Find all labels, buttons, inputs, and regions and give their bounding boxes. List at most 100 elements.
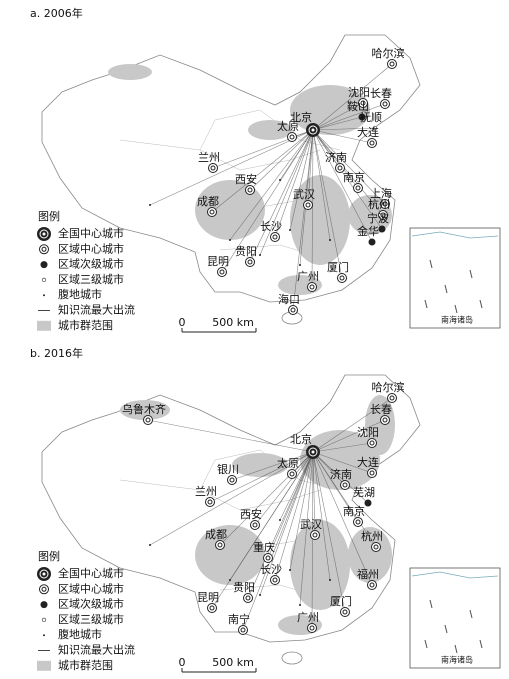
knowledge-flow [259, 451, 314, 596]
city-group [120, 400, 170, 420]
city-label: 长春 [370, 403, 392, 416]
city-label: 济南 [325, 150, 347, 164]
city-label: 沈阳 [348, 85, 370, 99]
city-label: 昆明 [197, 591, 219, 604]
city-label: 银川 [217, 462, 239, 476]
city-label: 重庆 [253, 540, 275, 554]
inset-island [444, 284, 448, 294]
legend-label: 全国中心城市 [58, 566, 124, 580]
legend-label: 区域次级城市 [58, 597, 124, 611]
legend-label: 区域中心城市 [58, 241, 124, 255]
city-group [195, 180, 265, 240]
knowledge-flow [259, 129, 314, 256]
city-marker [308, 125, 318, 135]
city-marker [339, 275, 345, 281]
city-marker [367, 580, 377, 590]
legend-symbol [42, 232, 46, 236]
city-label: 贵阳 [235, 245, 257, 258]
city-marker [307, 623, 317, 633]
city-marker [247, 259, 253, 265]
city-label: 西安 [240, 507, 262, 521]
knowledge-flow [312, 63, 393, 131]
knowledge-flow [312, 442, 373, 453]
city-marker [309, 284, 315, 290]
city-label: 长沙 [260, 563, 282, 576]
inset-island [424, 299, 428, 309]
knowledge-flow [254, 451, 314, 526]
city-marker [353, 517, 363, 527]
knowledge-flow [312, 129, 359, 189]
legend-symbol [43, 634, 45, 637]
knowledge-flow [312, 451, 369, 504]
legend-label: 区域中心城市 [58, 581, 124, 595]
inset-coast [411, 231, 499, 239]
city-group [290, 520, 350, 610]
scale-label: 500 km [212, 316, 254, 329]
city-marker [378, 210, 388, 220]
city-marker [247, 187, 253, 193]
hinterland-city [259, 254, 261, 256]
city-label: 哈尔滨 [372, 380, 405, 394]
city-label: 昆明 [207, 255, 229, 268]
city-label: 成都 [197, 195, 219, 208]
city-label: 鞍山 [347, 99, 369, 113]
legend-label: 腹地城市 [58, 627, 102, 641]
legend-symbol [41, 246, 47, 252]
scale-zero: 0 [179, 656, 186, 669]
legend-symbol [39, 244, 49, 255]
city-label: 成都 [205, 528, 227, 541]
city-label: 兰州 [195, 485, 217, 498]
knowledge-flow [311, 129, 314, 288]
legend-symbol [43, 294, 45, 297]
legend-label: 知识流最大出流 [58, 643, 135, 657]
hinterland-city [279, 179, 281, 181]
city-marker [307, 282, 317, 292]
city-marker [245, 595, 251, 601]
legend-title: 图例 [38, 209, 60, 223]
knowledge-flow [312, 397, 393, 453]
inset-island [454, 304, 458, 314]
city-marker [250, 520, 260, 530]
legend-label: 区域三级城市 [58, 272, 124, 286]
knowledge-flow [279, 129, 314, 181]
city-marker [380, 99, 390, 109]
inset-coast [411, 571, 499, 579]
city-marker [245, 185, 255, 195]
knowledge-flow [274, 451, 314, 581]
city-marker [207, 499, 213, 505]
city-marker [205, 497, 215, 507]
city-marker [369, 470, 375, 476]
knowledge-flow [267, 451, 314, 559]
knowledge-flow [312, 419, 386, 453]
city-label: 济南 [330, 467, 352, 481]
city-marker [371, 542, 381, 552]
city-label: 北京 [290, 110, 312, 124]
knowledge-flow [149, 129, 314, 206]
city-marker [289, 471, 295, 477]
city-label: 宁波 [367, 211, 389, 225]
knowledge-flow [312, 451, 373, 474]
inset-island [469, 269, 473, 279]
city-marker [272, 234, 278, 240]
city-marker [217, 267, 227, 277]
inset-frame [409, 567, 501, 669]
city-marker [373, 544, 379, 550]
hinterland-city [279, 519, 281, 521]
city-marker [342, 482, 348, 488]
knowledge-flow [312, 451, 377, 548]
inset-island [429, 259, 433, 269]
city-marker [143, 415, 153, 425]
legend-symbol [39, 569, 49, 579]
city-marker [389, 61, 395, 67]
knowledge-flow [149, 451, 314, 546]
city-marker [308, 447, 318, 457]
city-label: 上海 [370, 186, 392, 200]
city-label: 大连 [357, 455, 379, 469]
city-marker [353, 183, 363, 193]
city-label: 哈尔滨 [372, 46, 405, 60]
legend-label: 区域三级城市 [58, 612, 124, 626]
knowledge-flow [289, 129, 314, 231]
city-group [195, 525, 265, 585]
knowledge-flow [292, 129, 314, 311]
